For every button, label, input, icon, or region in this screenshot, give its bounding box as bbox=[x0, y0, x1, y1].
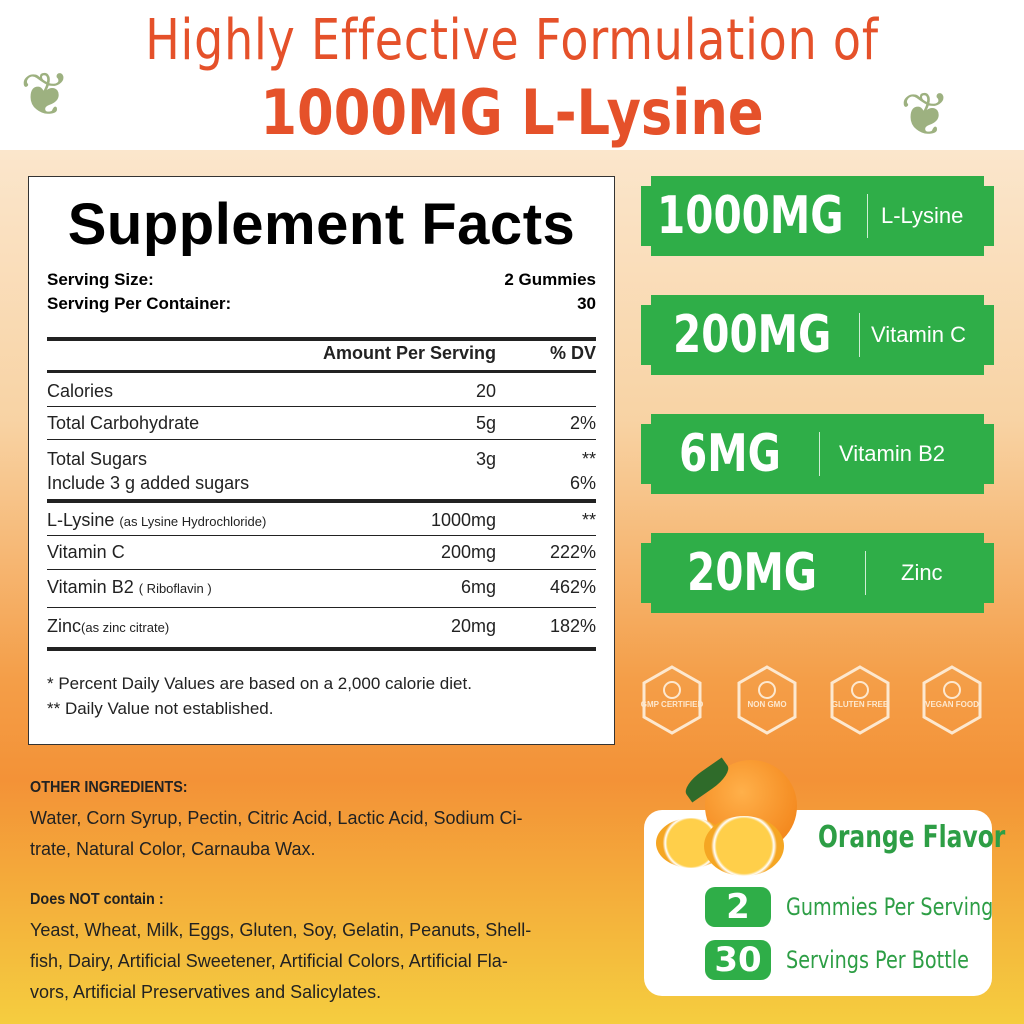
count-pill: 2 bbox=[705, 887, 771, 927]
cert-label: NON GMO bbox=[747, 700, 787, 709]
gmp-ribbon-icon: GMP CERTIFIED bbox=[640, 664, 704, 736]
facts-row: L-Lysine (as Lysine Hydrochloride) 1000mg… bbox=[47, 510, 596, 530]
divider bbox=[47, 535, 596, 536]
facts-title: Supplement Facts bbox=[67, 192, 576, 257]
divider bbox=[47, 370, 596, 373]
gluten-free-wheat-icon: GLUTEN FREE bbox=[828, 664, 892, 736]
badge-vitamin-c: 200MG Vitamin C bbox=[641, 295, 994, 375]
footnote: * Percent Daily Values are based on a 2,… bbox=[47, 674, 472, 693]
serving-size-value: 2 Gummies bbox=[504, 270, 596, 289]
divider bbox=[47, 499, 596, 503]
cert-label: GLUTEN FREE bbox=[831, 700, 889, 709]
badge-vitamin-b2: 6MG Vitamin B2 bbox=[641, 414, 994, 494]
divider bbox=[47, 647, 596, 651]
count-pill: 30 bbox=[705, 940, 771, 980]
ingredients-text: trate, Natural Color, Carnauba Wax. bbox=[30, 839, 316, 859]
count-label: Servings Per Bottle bbox=[786, 946, 969, 974]
divider bbox=[47, 439, 596, 440]
supplement-facts-panel: Supplement Facts Serving Size: 2 Gummies … bbox=[28, 176, 615, 745]
per-container-value: 30 bbox=[577, 294, 596, 313]
divider bbox=[47, 607, 596, 608]
col-dv-header: % DV bbox=[549, 343, 596, 363]
exclusions-text: vors, Artificial Preservatives and Salic… bbox=[30, 982, 382, 1002]
ingredients-text: Water, Corn Syrup, Pectin, Citric Acid, … bbox=[30, 808, 523, 828]
per-container-label: Serving Per Container: bbox=[47, 294, 232, 313]
facts-row: Total Sugars 3g ** bbox=[47, 449, 596, 469]
badge-l-lysine: 1000MG L-Lysine bbox=[641, 176, 994, 256]
non-gmo-dna-icon: NON GMO bbox=[735, 664, 799, 736]
facts-row: Vitamin C 200mg 222% bbox=[47, 542, 596, 562]
divider bbox=[47, 406, 596, 407]
facts-row: Total Carbohydrate 5g 2% bbox=[47, 413, 596, 433]
divider bbox=[47, 569, 596, 570]
headline-product: 1000MG L-Lysine bbox=[260, 76, 764, 149]
badge-zinc: 20MG Zinc bbox=[641, 533, 994, 613]
facts-row: Include 3 g added sugars 6% bbox=[47, 473, 596, 493]
serving-size-label: Serving Size: bbox=[47, 270, 154, 289]
exclusions-text: Yeast, Wheat, Milk, Eggs, Gluten, Soy, G… bbox=[30, 920, 532, 940]
exclusions-text: fish, Dairy, Artificial Sweetener, Artif… bbox=[30, 951, 508, 971]
leaf-decoration-icon: ❦ bbox=[900, 81, 951, 148]
col-amount-header: Amount Per Serving bbox=[322, 343, 496, 363]
count-label: Gummies Per Serving bbox=[786, 893, 994, 921]
orange-slice-image bbox=[704, 816, 784, 876]
other-ingredients: OTHER INGREDIENTS: Water, Corn Syrup, Pe… bbox=[30, 772, 523, 865]
divider bbox=[47, 337, 596, 341]
footnote: ** Daily Value not established. bbox=[47, 699, 274, 718]
facts-row: Vitamin B2 ( Riboflavin ) 6mg 462% bbox=[47, 577, 596, 597]
leaf-decoration-icon: ❦ bbox=[20, 61, 71, 128]
flavor-title: Orange Flavor bbox=[818, 820, 1006, 855]
facts-row: Zinc(as zinc citrate) 20mg 182% bbox=[47, 616, 596, 636]
does-not-contain-title: Does NOT contain : bbox=[30, 891, 164, 908]
cert-label: GMP CERTIFIED bbox=[640, 700, 704, 709]
does-not-contain: Does NOT contain : Yeast, Wheat, Milk, E… bbox=[30, 884, 531, 1008]
facts-row: Calories 20 bbox=[47, 381, 496, 401]
vegan-leaf-icon: VEGAN FOOD bbox=[920, 664, 984, 736]
cert-label: VEGAN FOOD bbox=[925, 700, 979, 709]
other-ingredients-title: OTHER INGREDIENTS: bbox=[30, 779, 188, 796]
headline: Highly Effective Formulation of bbox=[145, 8, 879, 73]
